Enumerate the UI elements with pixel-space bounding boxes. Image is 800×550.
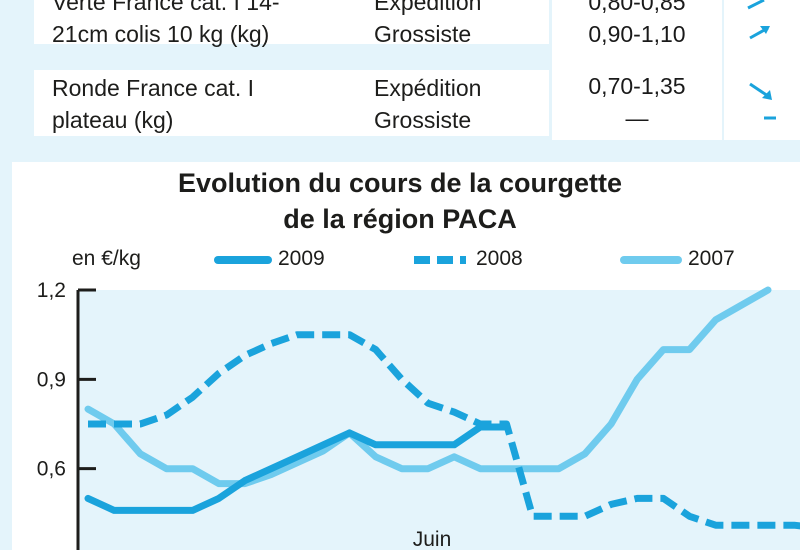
trend-down-icon — [749, 82, 772, 100]
series-line-2007 — [84, 286, 772, 488]
price-cell: 0,80-0,85 0,90-1,10 — [588, 0, 686, 47]
chart-title-line-1: Evolution du cours de la courgette — [177, 168, 623, 198]
price-cell: 0,70-1,35 — — [588, 73, 686, 131]
price-column: 0,80-0,85 0,90-1,10 0,70-1,35 — — [552, 0, 722, 140]
legend-label-2009: 2009 — [278, 247, 325, 270]
series-line-2008 — [88, 331, 800, 530]
y-tick-label: 0,3 — [37, 547, 66, 550]
series-line-2009 — [84, 423, 510, 514]
table-row: Ronde France cat. I plateau (kg) Expédit… — [34, 70, 549, 136]
chart-title-line-2: de la région PACA — [283, 204, 517, 234]
y-axis-unit-label: en €/kg — [72, 247, 141, 270]
price-table: Verte France cat. I 14- 21cm colis 10 kg… — [0, 0, 800, 140]
x-annotation-juin: Juin — [413, 528, 452, 550]
legend-label-2007: 2007 — [688, 247, 735, 270]
legend-label-2008: 2008 — [476, 247, 523, 270]
trend-column — [724, 0, 800, 140]
product-cell: Ronde France cat. I plateau (kg) — [52, 75, 254, 133]
y-tick-label: 1,2 — [37, 279, 66, 302]
stage-cell: Expédition Grossiste — [374, 0, 482, 47]
y-tick-label: 0,9 — [37, 368, 66, 391]
trend-icons — [747, 0, 776, 120]
stage-cell: Expédition Grossiste — [374, 75, 482, 133]
trend-up-icon — [749, 26, 770, 40]
trend-up-icon — [747, 0, 765, 10]
table-row: Verte France cat. I 14- 21cm colis 10 kg… — [34, 0, 549, 47]
y-tick-label: 0,6 — [37, 458, 66, 481]
product-cell: Verte France cat. I 14- 21cm colis 10 kg… — [52, 0, 280, 47]
